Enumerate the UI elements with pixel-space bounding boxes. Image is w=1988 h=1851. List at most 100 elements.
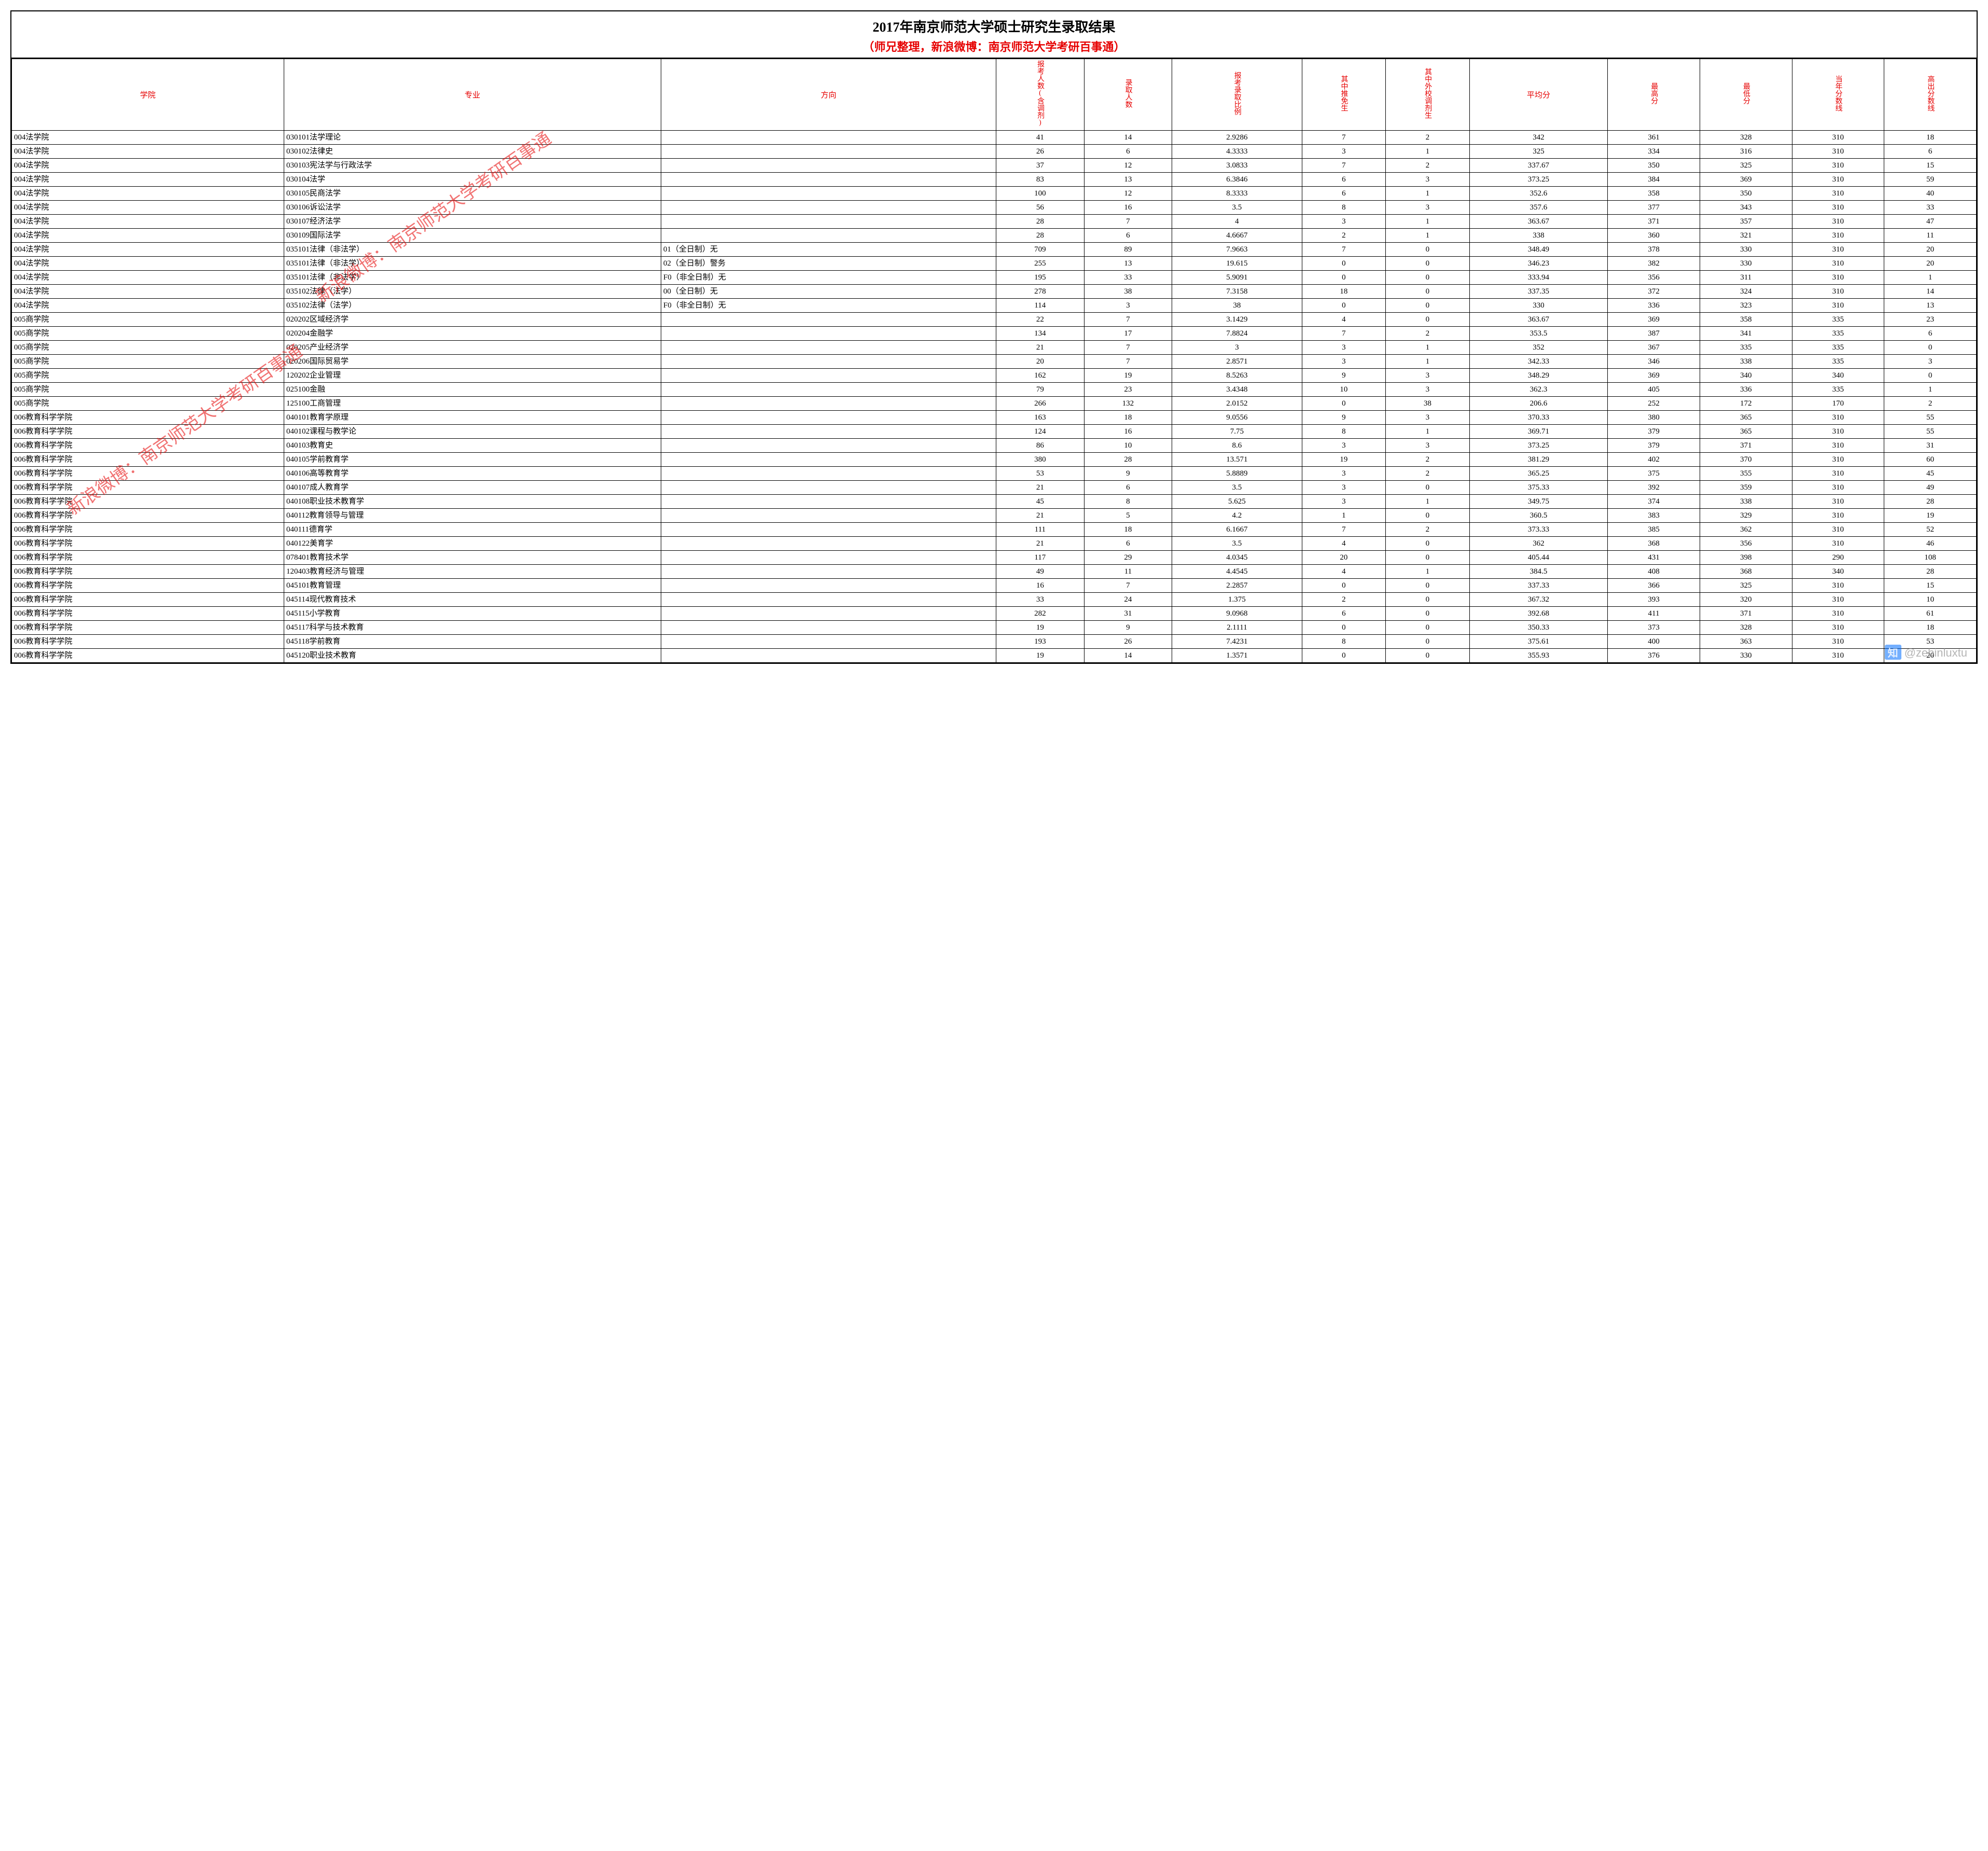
- cell-above: 52: [1884, 523, 1977, 537]
- cell-applicants: 37: [996, 159, 1085, 173]
- cell-avg: 365.25: [1469, 467, 1608, 481]
- cell-applicants: 282: [996, 607, 1085, 621]
- cell-college: 004法学院: [12, 131, 284, 145]
- cell-tuimian: 19: [1302, 453, 1386, 467]
- cell-max: 408: [1608, 565, 1700, 579]
- cell-admitted: 9: [1084, 467, 1172, 481]
- cell-college: 006教育科学学院: [12, 481, 284, 495]
- cell-avg: 405.44: [1469, 551, 1608, 565]
- cell-cutline: 335: [1792, 327, 1884, 341]
- cell-tuimian: 8: [1302, 635, 1386, 649]
- cell-applicants: 20: [996, 355, 1085, 369]
- cell-waixiao: 1: [1386, 495, 1470, 509]
- cell-tuimian: 1: [1302, 509, 1386, 523]
- cell-direction: [661, 453, 996, 467]
- cell-max: 376: [1608, 649, 1700, 663]
- cell-avg: 373.25: [1469, 173, 1608, 187]
- cell-max: 431: [1608, 551, 1700, 565]
- cell-above: 61: [1884, 607, 1977, 621]
- cell-admitted: 13: [1084, 257, 1172, 271]
- cell-college: 006教育科学学院: [12, 607, 284, 621]
- cell-applicants: 16: [996, 579, 1085, 593]
- cell-cutline: 310: [1792, 243, 1884, 257]
- cell-min: 325: [1700, 579, 1792, 593]
- cell-cutline: 340: [1792, 565, 1884, 579]
- cell-ratio: 7.75: [1172, 425, 1302, 439]
- cell-max: 387: [1608, 327, 1700, 341]
- cell-ratio: 2.0152: [1172, 397, 1302, 411]
- cell-waixiao: 1: [1386, 215, 1470, 229]
- cell-avg: 206.6: [1469, 397, 1608, 411]
- cell-ratio: 4.4545: [1172, 565, 1302, 579]
- cell-above: 20: [1884, 243, 1977, 257]
- cell-admitted: 19: [1084, 369, 1172, 383]
- cell-major: 045114现代教育技术: [284, 593, 661, 607]
- cell-tuimian: 3: [1302, 495, 1386, 509]
- cell-min: 338: [1700, 355, 1792, 369]
- cell-admitted: 23: [1084, 383, 1172, 397]
- table-row: 006教育科学学院045114现代教育技术33241.37520367.3239…: [12, 593, 1977, 607]
- cell-avg: 362: [1469, 537, 1608, 551]
- cell-waixiao: 0: [1386, 243, 1470, 257]
- column-header-above: 高出分数线: [1884, 59, 1977, 131]
- cell-cutline: 310: [1792, 593, 1884, 607]
- table-row: 006教育科学学院045101教育管理1672.285700337.333663…: [12, 579, 1977, 593]
- cell-cutline: 310: [1792, 145, 1884, 159]
- cell-max: 392: [1608, 481, 1700, 495]
- cell-college: 006教育科学学院: [12, 635, 284, 649]
- title-area: 2017年南京师范大学硕士研究生录取结果 （师兄整理，新浪微博：南京师范大学考研…: [11, 11, 1977, 59]
- cell-above: 15: [1884, 579, 1977, 593]
- cell-direction: [661, 565, 996, 579]
- cell-tuimian: 0: [1302, 649, 1386, 663]
- cell-tuimian: 18: [1302, 285, 1386, 299]
- cell-max: 367: [1608, 341, 1700, 355]
- column-header-cutline: 当年分数线: [1792, 59, 1884, 131]
- cell-cutline: 310: [1792, 495, 1884, 509]
- cell-ratio: 2.1111: [1172, 621, 1302, 635]
- table-row: 004法学院035101法律（非法学）02（全日制）警务2551319.6150…: [12, 257, 1977, 271]
- cell-min: 368: [1700, 565, 1792, 579]
- cell-ratio: 4: [1172, 215, 1302, 229]
- cell-direction: [661, 411, 996, 425]
- cell-max: 361: [1608, 131, 1700, 145]
- cell-applicants: 22: [996, 313, 1085, 327]
- cell-min: 324: [1700, 285, 1792, 299]
- cell-direction: 02（全日制）警务: [661, 257, 996, 271]
- cell-ratio: 3.5: [1172, 537, 1302, 551]
- cell-college: 006教育科学学院: [12, 509, 284, 523]
- cell-major: 035101法律（非法学）: [284, 243, 661, 257]
- cell-admitted: 7: [1084, 579, 1172, 593]
- cell-waixiao: 1: [1386, 355, 1470, 369]
- cell-avg: 342: [1469, 131, 1608, 145]
- cell-max: 385: [1608, 523, 1700, 537]
- column-header-max: 最高分: [1608, 59, 1700, 131]
- cell-above: 0: [1884, 341, 1977, 355]
- cell-college: 004法学院: [12, 173, 284, 187]
- cell-waixiao: 3: [1386, 201, 1470, 215]
- cell-ratio: 1.3571: [1172, 649, 1302, 663]
- cell-admitted: 6: [1084, 145, 1172, 159]
- column-header-admitted: 录取人数: [1084, 59, 1172, 131]
- cell-direction: F0（非全日制）无: [661, 271, 996, 285]
- cell-min: 343: [1700, 201, 1792, 215]
- cell-ratio: 38: [1172, 299, 1302, 313]
- cell-major: 020202区域经济学: [284, 313, 661, 327]
- cell-min: 350: [1700, 187, 1792, 201]
- cell-above: 14: [1884, 285, 1977, 299]
- cell-min: 359: [1700, 481, 1792, 495]
- cell-direction: [661, 495, 996, 509]
- cell-direction: [661, 159, 996, 173]
- cell-applicants: 19: [996, 649, 1085, 663]
- cell-applicants: 21: [996, 537, 1085, 551]
- cell-major: 030101法学理论: [284, 131, 661, 145]
- table-row: 004法学院030102法律史2664.3333313253343163106: [12, 145, 1977, 159]
- table-row: 006教育科学学院045117科学与技术教育1992.111100350.333…: [12, 621, 1977, 635]
- column-header-tuimian: 其中推免生: [1302, 59, 1386, 131]
- cell-avg: 330: [1469, 299, 1608, 313]
- cell-direction: [661, 313, 996, 327]
- cell-max: 393: [1608, 593, 1700, 607]
- table-row: 006教育科学学院078401教育技术学117294.0345200405.44…: [12, 551, 1977, 565]
- cell-ratio: 8.3333: [1172, 187, 1302, 201]
- cell-avg: 363.67: [1469, 215, 1608, 229]
- cell-above: 13: [1884, 299, 1977, 313]
